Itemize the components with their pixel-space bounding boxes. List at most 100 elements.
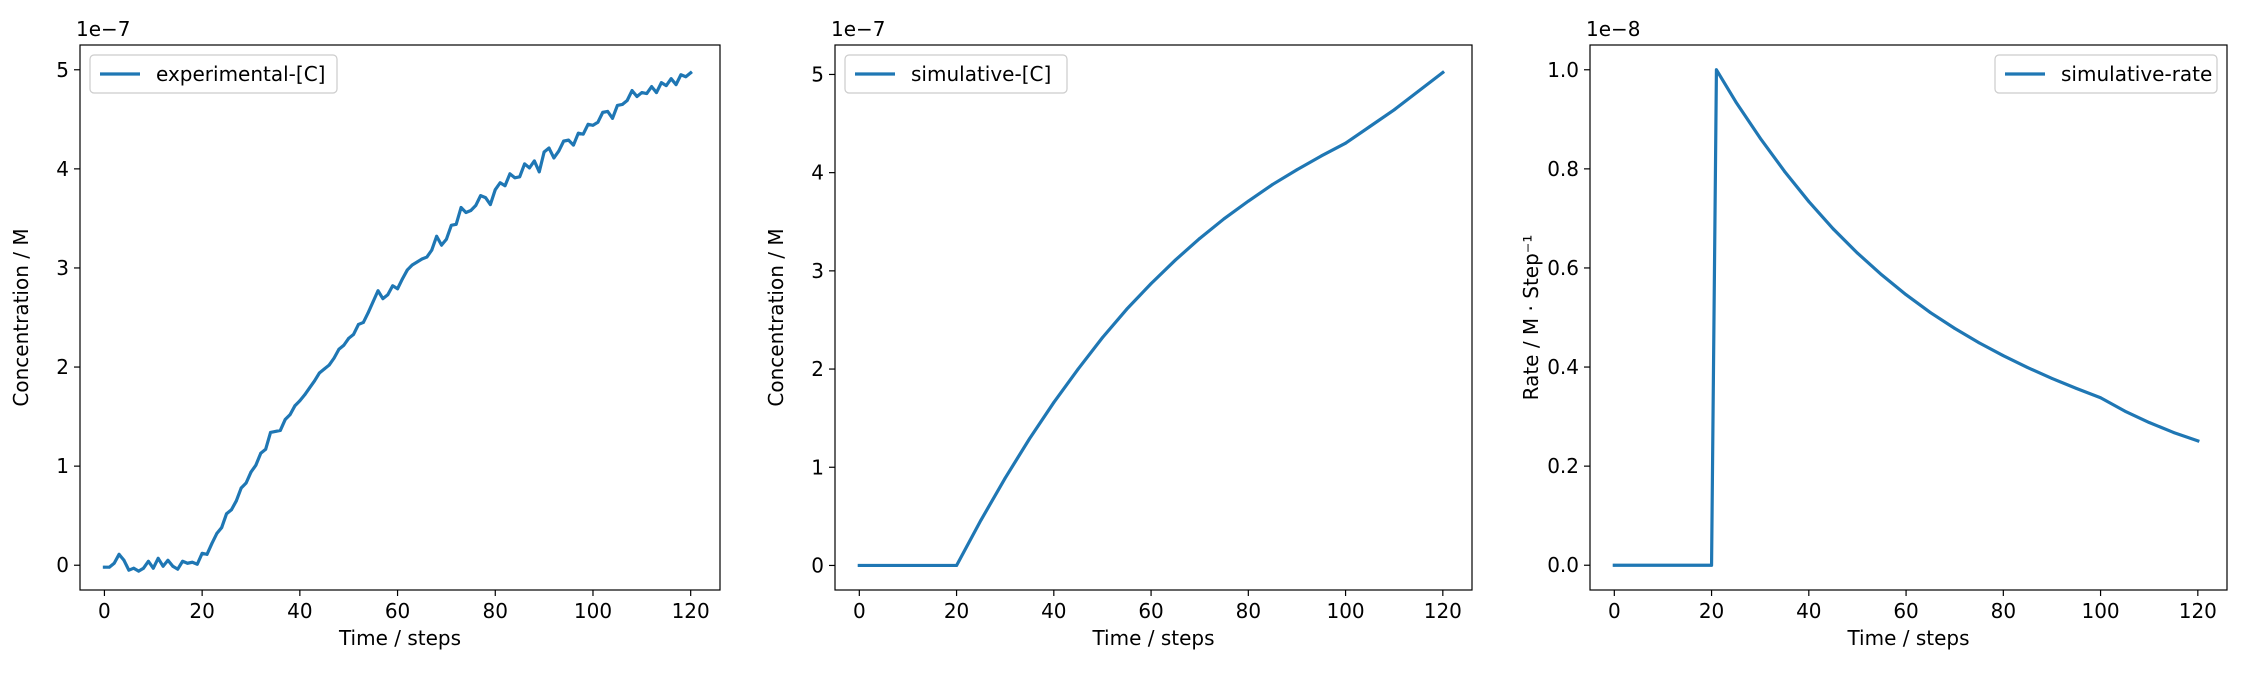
data-point [415, 260, 419, 264]
y-tick-label: 4 [56, 157, 69, 181]
data-point [1612, 563, 1616, 567]
data-point [298, 399, 302, 403]
data-point [205, 552, 209, 556]
data-point [278, 429, 282, 432]
y-tick-label: 1.0 [1547, 58, 1579, 82]
axes-frame [1589, 44, 2228, 591]
data-point [103, 565, 106, 569]
data-point [445, 237, 448, 241]
data-point [117, 552, 121, 556]
data-point [542, 150, 546, 154]
x-tick-label: 0 [1608, 599, 1621, 623]
data-point [322, 367, 326, 371]
data-point [1271, 183, 1275, 186]
data-point [1344, 141, 1347, 145]
data-point [220, 526, 224, 529]
data-point [1783, 169, 1786, 173]
data-point [474, 204, 478, 207]
data-point [107, 565, 111, 569]
data-point [669, 77, 673, 81]
data-point [493, 188, 497, 192]
x-tick-label: 0 [98, 599, 111, 623]
data-point [513, 176, 517, 180]
legend-label: experimental-[C] [156, 62, 325, 86]
data-point [498, 181, 502, 185]
data-point [259, 451, 263, 455]
data-point [176, 567, 180, 571]
data-point [361, 321, 365, 324]
data-point [1125, 307, 1129, 311]
legend-label: simulative-rate [2061, 62, 2212, 86]
data-point [659, 81, 663, 85]
data-point [244, 481, 248, 485]
data-point [650, 85, 654, 89]
data-point [391, 284, 395, 288]
y-tick-label: 1 [56, 454, 69, 478]
data-point [161, 564, 165, 568]
x-axis-label: Time / steps [1091, 626, 1214, 650]
data-point [2026, 366, 2030, 369]
data-point [357, 323, 360, 326]
axes-frame [79, 44, 721, 591]
data-point [225, 512, 228, 516]
data-point [249, 470, 253, 474]
x-axis-label: Time / steps [1846, 626, 1969, 650]
data-point [596, 120, 600, 124]
y-axis-label: Concentration / M [764, 228, 788, 406]
data-point [1831, 227, 1835, 231]
x-tick-label: 80 [1236, 599, 1261, 623]
data-point [1076, 367, 1080, 371]
data-point [488, 203, 492, 206]
data-point [337, 347, 341, 351]
y-tick-label: 0 [56, 553, 69, 577]
data-point [1222, 217, 1226, 221]
data-point [127, 568, 131, 572]
data-point [616, 104, 619, 107]
data-point [137, 569, 141, 573]
legend-box [1994, 54, 2218, 94]
x-tick-label: 40 [1041, 599, 1066, 623]
data-point [430, 248, 434, 252]
data-point [2172, 431, 2175, 434]
data-point [2099, 396, 2102, 400]
y-tick-label: 3 [56, 256, 69, 280]
data-point [955, 564, 958, 567]
x-tick-label: 40 [287, 599, 312, 623]
data-point [1710, 563, 1713, 567]
data-point [640, 91, 644, 94]
data-point [449, 223, 453, 227]
y-axis-label: Rate / M · Step⁻¹ [1519, 235, 1543, 401]
data-point [122, 558, 126, 562]
y-offset-label: 1e−8 [1586, 17, 1641, 41]
data-point [454, 222, 458, 226]
data-point [567, 138, 570, 142]
data-point [557, 149, 561, 153]
x-tick-label: 60 [1893, 599, 1918, 623]
data-point [347, 336, 351, 340]
data-point [288, 413, 292, 417]
data-point [425, 255, 429, 259]
data-point [190, 560, 194, 564]
data-point [1880, 273, 1884, 277]
data-point [166, 558, 170, 562]
subplot-simulative-rate: 0 20 40 60 80 100 120 0.0 0.2 0.4 0.6 0.8 1.0 1e−8 Tim… [1519, 17, 2228, 650]
data-point [112, 561, 116, 565]
y-tick-label: 5 [811, 62, 824, 86]
data-point [151, 566, 155, 570]
data-point [146, 559, 150, 563]
legend: simulative-rate [1994, 54, 2218, 94]
data-point [484, 196, 487, 200]
data-point [401, 277, 404, 281]
y-tick-label: 0.4 [1547, 355, 1579, 379]
data-point [1368, 125, 1372, 128]
x-tick-label: 40 [1796, 599, 1821, 623]
legend: simulative-[C] [844, 54, 1068, 94]
data-point [655, 91, 658, 94]
data-point [313, 379, 316, 383]
data-point [2001, 354, 2005, 358]
data-point [620, 103, 624, 106]
data-point [156, 556, 160, 560]
y-tick-label: 0.0 [1547, 553, 1579, 577]
data-point [464, 211, 468, 214]
